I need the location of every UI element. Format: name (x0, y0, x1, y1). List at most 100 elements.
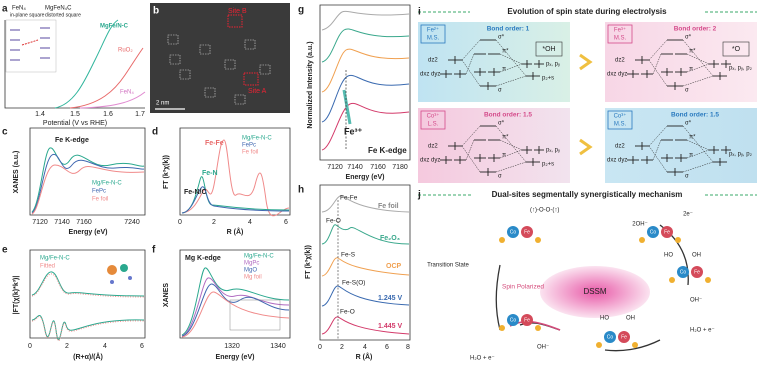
legend: MgPc (244, 261, 259, 267)
curve (31, 147, 145, 213)
shape (579, 53, 593, 156)
label: MgFeN₄C (45, 6, 72, 12)
curve (181, 283, 290, 337)
panel-label: i (418, 7, 421, 18)
n-atom (705, 277, 711, 283)
curve (54, 19, 119, 109)
tick-label: 1.6 (103, 111, 113, 118)
shape (234, 94, 246, 105)
n-atom (632, 342, 638, 348)
label: *O (732, 46, 741, 53)
label: OH⁻ (690, 298, 702, 304)
curve (181, 291, 290, 338)
label: M.S. (614, 122, 627, 128)
axis-label: FT (k³χ(k)) (305, 245, 312, 279)
orbital-line (499, 139, 523, 151)
panel-h (319, 184, 411, 341)
axis-label: (R+α)/(Å) (73, 352, 103, 361)
shape (167, 34, 271, 105)
panel-i (418, 11, 757, 183)
n-atom (639, 237, 645, 243)
shape (107, 265, 117, 275)
label: Fe-O (340, 309, 355, 316)
shape (179, 69, 191, 80)
tick-label: 7140 (54, 219, 70, 226)
orbital-line (682, 75, 714, 87)
legend: Fitted (40, 264, 55, 270)
shape (224, 59, 236, 70)
orbital-line (461, 125, 481, 147)
curve (181, 139, 290, 217)
n-atom (675, 237, 681, 243)
label: Bond order: 1 (487, 26, 530, 33)
panel-label: d (152, 127, 158, 138)
orbital-line (686, 149, 710, 159)
label: *OH (542, 46, 555, 53)
shape (179, 249, 291, 339)
label: Co (680, 269, 687, 275)
axis-label: |FT(χ(k)*k³)| (13, 276, 20, 315)
shape (243, 72, 259, 86)
orbital-line (495, 75, 527, 87)
shape (418, 22, 570, 102)
axis-label: Potential (V vs RHE) (43, 120, 107, 127)
tick-label: 7160 (370, 164, 386, 171)
curve (181, 267, 290, 336)
label: Bond order: 1.5 (671, 112, 719, 119)
curve (321, 195, 410, 213)
curve (321, 48, 410, 93)
n-atom (535, 325, 541, 331)
label: M.S. (427, 36, 440, 42)
n-atom (596, 342, 602, 348)
legend: Fe foil (92, 197, 108, 203)
curve (321, 74, 410, 123)
panel-b (150, 3, 290, 113)
panel-a (4, 19, 146, 109)
orbital-diagram (440, 39, 544, 90)
label: Bond order: 1.5 (484, 112, 532, 119)
label: in-plane square (10, 12, 45, 18)
tick-label: 0 (28, 343, 32, 350)
tick-label: 7160 (76, 219, 92, 226)
legend: Fe foil (242, 150, 258, 156)
curve (321, 10, 410, 31)
label: RuO₂ (118, 48, 133, 54)
curve (321, 102, 410, 151)
panel-d (179, 127, 291, 217)
shape (259, 64, 271, 75)
panel-label: b (153, 6, 159, 17)
state-box (607, 24, 633, 44)
label: Site A (248, 88, 267, 95)
fe-atom (521, 226, 533, 238)
label: π (502, 153, 506, 159)
label: π (502, 67, 506, 73)
tick-label: 4 (103, 343, 107, 350)
label: dz2 (615, 58, 625, 64)
orbital-line (652, 53, 662, 75)
tick-label: 1340 (270, 343, 286, 350)
tick-label: 2 (212, 219, 216, 226)
shape (199, 44, 211, 55)
label: Co³⁺ (427, 113, 440, 120)
label: dxz dyz (420, 72, 440, 78)
orbital-line (495, 39, 527, 77)
n-atom (499, 325, 505, 331)
shape (29, 127, 146, 216)
label: Fe-S(O) (342, 280, 365, 287)
label: pₓ, pᵧ, p₂ (729, 152, 753, 158)
label: HO (664, 253, 673, 259)
shape (204, 87, 216, 98)
label: σ* (498, 121, 505, 127)
label: p₂+s (542, 76, 554, 82)
tick-label: 7240 (124, 219, 140, 226)
legend: Mg foil (244, 275, 262, 281)
tick-label: 1.7 (135, 111, 145, 118)
curve (31, 271, 145, 297)
orbital-line (682, 161, 714, 173)
axis-label: XANES (163, 283, 170, 307)
shape (229, 299, 281, 331)
orbital-line (648, 39, 668, 61)
legend: Mg/Fe-N-C (40, 256, 70, 262)
orbital-line (499, 149, 523, 159)
label: π* (502, 135, 509, 141)
